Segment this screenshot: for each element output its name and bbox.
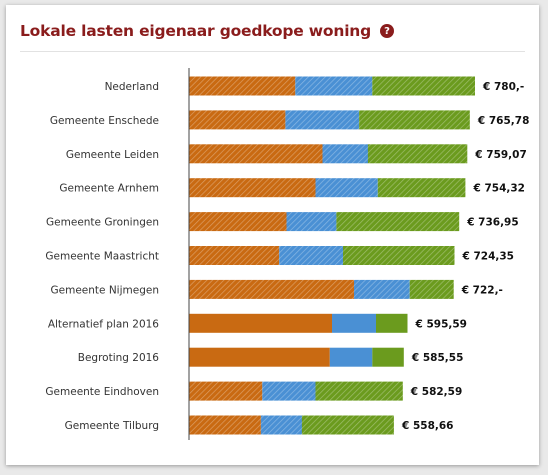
bar-segment[interactable] (189, 212, 287, 232)
bar-segment[interactable] (315, 381, 403, 401)
bar-segment[interactable] (354, 279, 410, 299)
bar-segment[interactable] (367, 144, 468, 164)
value-label: € 754,32 (473, 183, 525, 195)
title-row: Lokale lasten eigenaar goedkope woning ? (20, 22, 395, 40)
category-label: Gemeente Eindhoven (45, 386, 159, 398)
value-label: € 765,78 (477, 115, 529, 127)
bar-segment[interactable] (377, 178, 466, 198)
category-label: Gemeente Groningen (46, 217, 159, 229)
title-divider (20, 51, 525, 52)
bar-segment[interactable] (332, 313, 376, 333)
bar-segment[interactable] (189, 110, 286, 130)
category-label: Nederland (105, 81, 159, 93)
bar-segment[interactable] (372, 347, 404, 367)
value-label: € 558,66 (401, 420, 453, 432)
bar-segment[interactable] (189, 246, 280, 265)
bar-segment[interactable] (189, 279, 354, 299)
bar-segment[interactable] (409, 279, 454, 299)
value-label: € 724,35 (462, 251, 514, 263)
bars-layer (189, 76, 475, 435)
bar-segment[interactable] (301, 415, 394, 435)
question-icon[interactable]: ? (380, 24, 395, 38)
bar-segment[interactable] (189, 144, 323, 164)
bar-segment[interactable] (359, 110, 470, 130)
bar-segment[interactable] (329, 347, 373, 367)
bar-segment[interactable] (315, 178, 378, 198)
bar-segment[interactable] (285, 110, 360, 130)
bar-segment[interactable] (189, 178, 316, 198)
bar-segment[interactable] (260, 415, 302, 435)
bar-segment[interactable] (189, 76, 296, 96)
value-label: € 736,95 (466, 217, 518, 229)
category-label: Gemeente Maastricht (45, 251, 159, 263)
bar-segment[interactable] (336, 212, 460, 232)
bar-segment[interactable] (286, 212, 337, 232)
category-label: Gemeente Tilburg (65, 420, 159, 432)
value-label: € 582,59 (410, 386, 462, 398)
category-label: Alternatief plan 2016 (48, 318, 159, 330)
bar-segment[interactable] (189, 313, 332, 333)
bar-segment[interactable] (279, 246, 343, 265)
bar-segment[interactable] (295, 76, 373, 96)
bar-segment[interactable] (189, 347, 330, 367)
bar-segment[interactable] (376, 313, 408, 333)
value-label: € 759,07 (474, 149, 526, 161)
category-label: Gemeente Arnhem (59, 183, 159, 195)
bar-segment[interactable] (262, 381, 316, 401)
bar-segment[interactable] (189, 415, 261, 435)
category-label: Gemeente Nijmegen (51, 284, 159, 296)
bar-segment[interactable] (343, 246, 455, 265)
bar-segment[interactable] (189, 381, 263, 401)
value-label: € 595,59 (415, 318, 467, 330)
bar-segment[interactable] (322, 144, 369, 164)
chart-title: Lokale lasten eigenaar goedkope woning (20, 22, 372, 40)
value-label: € 722,- (461, 284, 503, 296)
bar-segment[interactable] (372, 76, 475, 96)
category-label: Gemeente Leiden (66, 149, 159, 161)
category-label: Gemeente Enschede (50, 115, 159, 127)
value-label: € 780,- (482, 81, 524, 93)
category-label: Begroting 2016 (78, 352, 160, 364)
value-label: € 585,55 (411, 352, 463, 364)
